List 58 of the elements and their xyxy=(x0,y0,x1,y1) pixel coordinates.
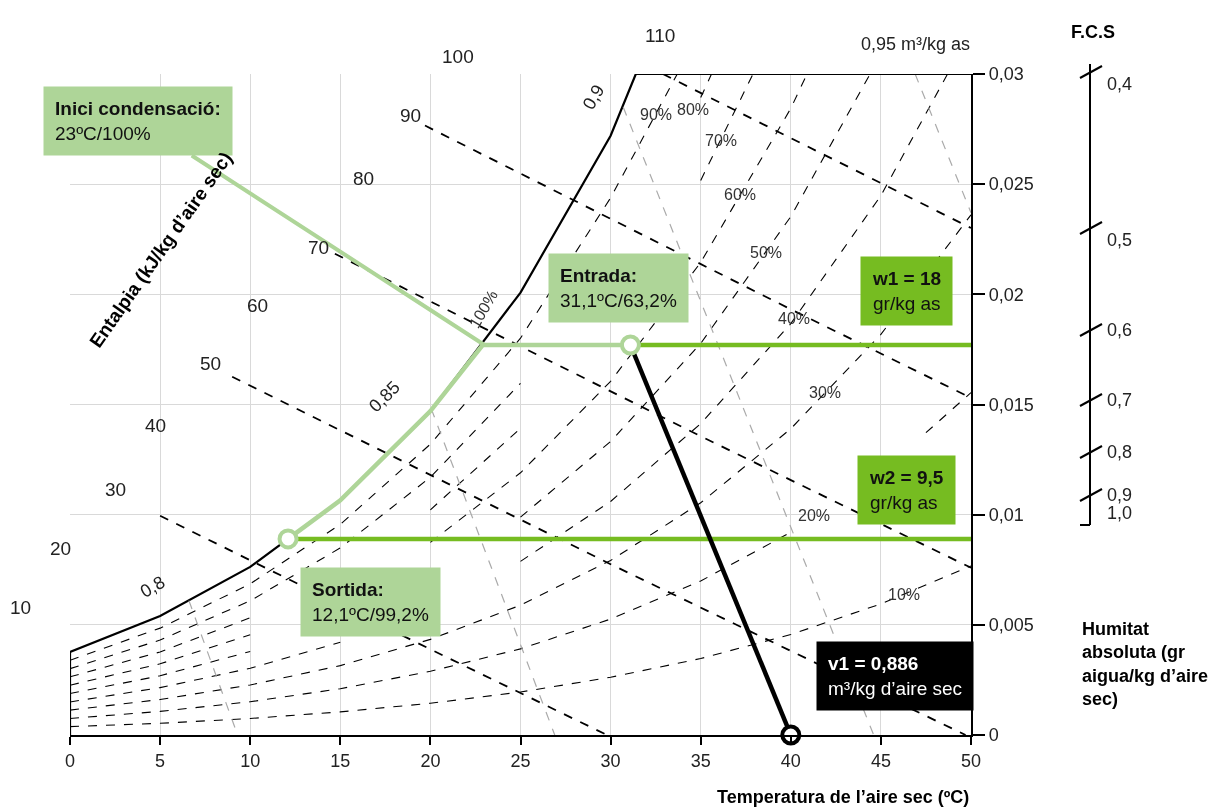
text: 0,5 xyxy=(1107,230,1133,250)
annotation: 40 xyxy=(145,415,167,436)
text: 0,8 xyxy=(1107,442,1133,462)
series-label: 90% xyxy=(640,106,673,123)
x-tick-label: 5 xyxy=(155,750,166,771)
annotation: w2 = 9,5 gr/kg as xyxy=(869,467,944,513)
y-tick-label: 0,005 xyxy=(988,615,1034,636)
x-tick-label: 30 xyxy=(600,750,621,771)
text: 0,4 xyxy=(1107,74,1133,94)
series-label: 80% xyxy=(677,101,710,118)
x-tick-label: 40 xyxy=(780,750,801,771)
text: 1,0 xyxy=(1107,503,1133,523)
series-label: 20% xyxy=(798,507,831,524)
annotation: 0,9 xyxy=(578,81,609,113)
y-tick-label: 0,015 xyxy=(988,394,1034,415)
y-tick-label: 0,03 xyxy=(988,64,1024,85)
annotation: 50 xyxy=(200,353,222,374)
y-axis-title: Humitat absoluta (gr aigua/kg d’aire sec) xyxy=(1082,619,1209,710)
y-tick-label: 0,025 xyxy=(988,174,1034,195)
text: 110 xyxy=(645,25,676,46)
text: 0,9 xyxy=(1107,485,1133,505)
annotation: 0,8 xyxy=(136,571,169,602)
annotation: 20 xyxy=(50,538,72,559)
annotation: Sortida: 12,1ºC/99,2% xyxy=(312,579,429,625)
annotation: 90 xyxy=(400,105,422,126)
y-tick-label: 0,01 xyxy=(988,504,1024,525)
series-label: 10% xyxy=(888,586,921,603)
annotation: 0,95 m³/kg as xyxy=(861,34,971,54)
series-label: 30% xyxy=(809,384,842,401)
annotation: v1 = 0,886 m³/kg d’aire sec xyxy=(828,653,963,699)
annotation: 70 xyxy=(308,237,330,258)
x-tick-label: 15 xyxy=(330,750,351,771)
series-label: 60% xyxy=(724,186,757,203)
annotation: Entrada: 31,1ºC/63,2% xyxy=(560,265,677,311)
x-tick-label: 45 xyxy=(870,750,891,771)
x-tick-label: 35 xyxy=(690,750,711,771)
text: 10 xyxy=(10,597,32,618)
text: 100 xyxy=(442,46,474,67)
text: 0,7 xyxy=(1107,390,1133,410)
annotation: 0,85 xyxy=(364,377,404,417)
y-tick-label: 0 xyxy=(988,725,999,746)
text: F.C.S xyxy=(1071,22,1116,42)
annotation: Inici condensació: 23ºC/100% xyxy=(55,98,221,144)
y-tick-label: 0,02 xyxy=(988,284,1024,305)
annotation: 80 xyxy=(353,168,375,189)
annotation: w1 = 18 gr/kg as xyxy=(872,268,942,314)
series-label: 40% xyxy=(778,310,811,327)
x-axis-title: Temperatura de l’aire sec (ºC) xyxy=(717,787,970,807)
x-tick-label: 10 xyxy=(240,750,261,771)
series-label: 50% xyxy=(750,244,783,261)
x-tick-label: 0 xyxy=(64,750,76,771)
annotation: 30 xyxy=(105,479,127,500)
text: 0,6 xyxy=(1107,320,1133,340)
series-label: 70% xyxy=(705,132,738,149)
x-tick-label: 20 xyxy=(420,750,441,771)
annotation: 60 xyxy=(247,295,269,316)
x-tick-label: 25 xyxy=(510,750,531,771)
x-tick-label: 50 xyxy=(960,750,982,771)
